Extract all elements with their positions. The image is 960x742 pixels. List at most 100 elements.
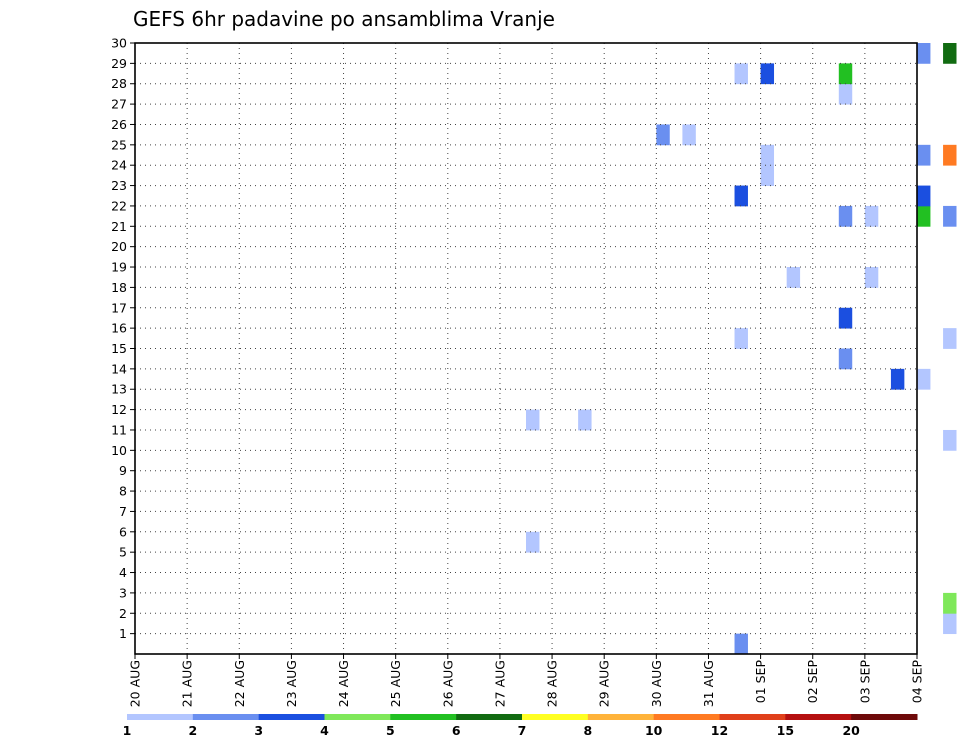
colorbar-swatch	[258, 714, 325, 720]
colorbar-swatch	[390, 714, 457, 720]
y-tick-label: 25	[111, 137, 127, 152]
y-tick-label: 9	[119, 463, 127, 478]
y-tick-label: 3	[119, 585, 127, 600]
y-tick-label: 11	[111, 422, 127, 437]
plot-frame	[134, 42, 918, 655]
y-tick-label: 17	[111, 300, 127, 315]
heatmap-cell	[943, 429, 957, 451]
x-tick-label: 29 AUG	[597, 660, 612, 707]
y-tick-label: 22	[111, 198, 127, 213]
colorbar-label: 12	[711, 723, 728, 738]
y-tick-label: 10	[111, 443, 127, 458]
x-tick-label: 30 AUG	[649, 660, 664, 707]
x-tick-label: 02 SEP	[805, 660, 820, 704]
y-tick-label: 13	[111, 382, 127, 397]
x-tick-label: 31 AUG	[701, 660, 716, 707]
colorbar-swatch	[192, 714, 260, 720]
y-tick-label: 21	[111, 219, 127, 234]
x-tick-label: 26 AUG	[440, 660, 455, 707]
colorbar-label: 1	[123, 723, 132, 738]
y-tick-label: 1	[119, 626, 127, 641]
colorbar-swatch	[456, 714, 523, 720]
colorbar-label: 3	[254, 723, 263, 738]
heatmap-cell	[864, 267, 879, 288]
heatmap-cell	[864, 205, 879, 227]
x-axis: 20 AUG 21 AUG 22 AUG 23 AUG 24 AUG 25 AUG 26 A…	[128, 654, 925, 707]
heatmap-cell	[917, 185, 931, 207]
y-tick-label: 7	[119, 504, 127, 519]
heatmap-cell	[760, 165, 775, 186]
colorbar-swatch	[324, 714, 391, 720]
colorbar: 1 2 3 4 5 6 7 8 10 12 15 20	[123, 714, 918, 738]
colorbar-swatch	[851, 714, 918, 720]
x-tick-label: 21 AUG	[180, 660, 195, 707]
heatmap-cell	[917, 205, 931, 227]
colorbar-label: 20	[842, 723, 860, 738]
x-tick-label: 23 AUG	[284, 660, 299, 707]
colorbar-label: 10	[645, 723, 663, 738]
heatmap-cell	[838, 348, 853, 370]
heatmap-cell	[734, 633, 748, 655]
chart-title: GEFS 6hr padavine po ansamblima Vranje	[133, 7, 555, 31]
heatmap-cell	[838, 307, 853, 329]
colorbar-swatch	[587, 714, 655, 720]
heatmap-cell	[526, 531, 540, 553]
heatmap-cell	[760, 144, 775, 166]
colorbar-swatch	[719, 714, 786, 720]
colorbar-label: 15	[777, 723, 794, 738]
heatmap-cell	[786, 267, 801, 288]
heatmap-cell	[734, 63, 748, 85]
x-tick-label: 24 AUG	[336, 660, 351, 707]
heatmap-cell	[890, 368, 905, 390]
y-tick-label: 5	[119, 545, 127, 560]
y-tick-label: 27	[111, 97, 127, 112]
cells-layer	[526, 43, 957, 655]
heatmap-cell	[760, 63, 775, 85]
heatmap-cell	[656, 124, 670, 146]
x-tick-label: 22 AUG	[232, 660, 247, 707]
y-tick-label: 20	[111, 239, 127, 254]
heatmap-cell	[838, 205, 853, 227]
y-tick-label: 12	[111, 402, 127, 417]
y-tick-label: 4	[119, 565, 127, 580]
colorbar-swatch	[127, 714, 194, 720]
colorbar-label: 8	[583, 723, 592, 738]
y-tick-label: 18	[111, 280, 127, 295]
x-tick-label: 03 SEP	[857, 660, 872, 704]
colorbar-swatch	[785, 714, 852, 720]
colorbar-label: 6	[452, 723, 461, 738]
y-tick-label: 14	[111, 361, 127, 376]
heatmap-cell	[578, 409, 592, 431]
y-tick-label: 8	[119, 484, 127, 499]
x-tick-label: 25 AUG	[388, 660, 403, 707]
y-tick-label: 26	[111, 117, 127, 132]
heatmap-cell	[943, 205, 957, 227]
x-tick-label: 04 SEP	[910, 660, 925, 704]
y-tick-label: 23	[111, 178, 127, 193]
x-tick-label: 01 SEP	[753, 660, 768, 704]
y-tick-label: 16	[111, 321, 127, 336]
heatmap-cell	[943, 592, 957, 614]
heatmap-cell	[526, 409, 540, 431]
grid-layer	[135, 43, 917, 654]
heatmap-cell	[917, 368, 931, 390]
heatmap-cell	[682, 124, 696, 146]
colorbar-label: 7	[518, 723, 527, 738]
y-tick-label: 30	[111, 36, 127, 51]
y-tick-label: 24	[111, 158, 127, 173]
colorbar-swatch	[653, 714, 720, 720]
heatmap-cell	[943, 144, 957, 166]
heatmap-cell	[917, 43, 931, 64]
colorbar-label: 5	[386, 723, 395, 738]
heatmap-cell	[734, 328, 748, 349]
x-tick-label: 20 AUG	[128, 660, 143, 707]
heatmap-cell	[734, 185, 748, 207]
x-tick-label: 27 AUG	[492, 660, 507, 707]
colorbar-swatch	[522, 714, 589, 720]
y-tick-label: 19	[111, 260, 127, 275]
y-tick-label: 2	[119, 606, 127, 621]
heatmap-cell	[917, 144, 931, 166]
heatmap-cell	[943, 43, 957, 64]
heatmap-cell	[943, 328, 957, 349]
